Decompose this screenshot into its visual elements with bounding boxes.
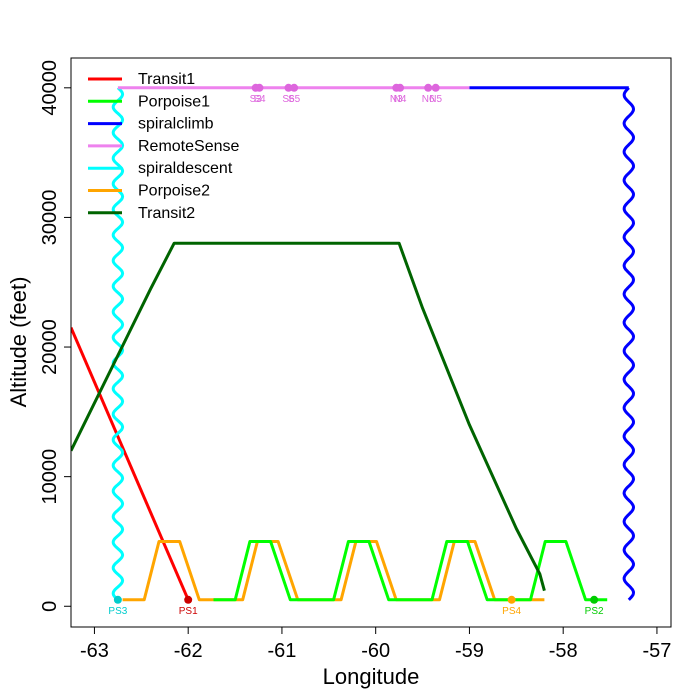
legend-label-porpoise2: Porpoise2	[138, 183, 210, 200]
y-tick-label: 40000	[39, 60, 61, 116]
waypoint-label-s6: S6	[282, 94, 295, 105]
waypoint-label-s5: S5	[288, 94, 301, 105]
series-line-transit2	[71, 241, 546, 592]
waypoint-label-ps2: PS2	[585, 606, 604, 617]
y-tick-label: 30000	[39, 190, 61, 246]
waypoint-label-n5: N5	[429, 94, 442, 105]
waypoint-marker-s5	[290, 83, 299, 92]
x-tick-label: -62	[174, 640, 203, 662]
x-tick-label: -60	[361, 640, 390, 662]
waypoint-label-ps4: PS4	[502, 606, 521, 617]
y-axis: 0 10000 20000 30000 40000	[39, 60, 71, 612]
waypoint-label-ps1: PS1	[179, 606, 198, 617]
plot-frame	[70, 57, 672, 628]
waypoint-label-n3: N3	[390, 94, 403, 105]
waypoint-marker-n6	[424, 83, 433, 92]
waypoint-label-s3: S3	[250, 94, 263, 105]
series-line-transit1	[71, 327, 190, 601]
waypoint-marker-s4	[255, 83, 264, 92]
waypoint-marker-ps3	[113, 595, 122, 604]
y-tick-label: 0	[39, 601, 61, 612]
series-line-porpoise2	[122, 540, 545, 602]
legend-label-transit2: Transit2	[138, 205, 195, 222]
x-tick-label: -61	[267, 640, 296, 662]
waypoint-marker-ps2	[590, 595, 599, 604]
waypoint-marker-n4	[396, 83, 405, 92]
waypoint-marker-n5	[431, 83, 440, 92]
series-line-spiraldescent	[111, 86, 125, 601]
x-tick-label: -59	[455, 640, 484, 662]
waypoint-label-n4: N4	[394, 94, 407, 105]
y-tick-label: 10000	[39, 449, 61, 505]
y-tick-label: 20000	[39, 319, 61, 375]
waypoint-marker-s6	[284, 83, 293, 92]
x-axis: -63 -62 -61 -60 -59 -58 -57	[80, 627, 671, 662]
x-tick-label: -58	[549, 640, 578, 662]
x-tick-label: -57	[642, 640, 671, 662]
legend-label-porpoise1: Porpoise1	[138, 93, 210, 110]
legend-label-transit1: Transit1	[138, 71, 195, 88]
x-tick-label: -63	[80, 640, 109, 662]
series-line-spiralclimb	[622, 86, 635, 601]
waypoint-marker-ps1	[184, 595, 193, 604]
waypoint-label-n6: N6	[422, 94, 435, 105]
legend: Transit1 Porpoise1 spiralclimb RemoteSense s…	[88, 71, 239, 222]
series-layer	[71, 86, 635, 602]
y-axis-title: Altitude (feet)	[6, 277, 31, 408]
series-line-porpoise1	[213, 540, 608, 602]
waypoint-label-s4: S4	[253, 94, 266, 105]
waypoint-marker-ps4	[507, 595, 516, 604]
x-axis-title: Longitude	[323, 664, 420, 689]
legend-label-spiralclimb: spiralclimb	[138, 116, 214, 133]
waypoint-label-ps3: PS3	[108, 606, 127, 617]
legend-label-remotesense: RemoteSense	[138, 138, 239, 155]
legend-label-spiraldescent: spiraldescent	[138, 160, 233, 177]
